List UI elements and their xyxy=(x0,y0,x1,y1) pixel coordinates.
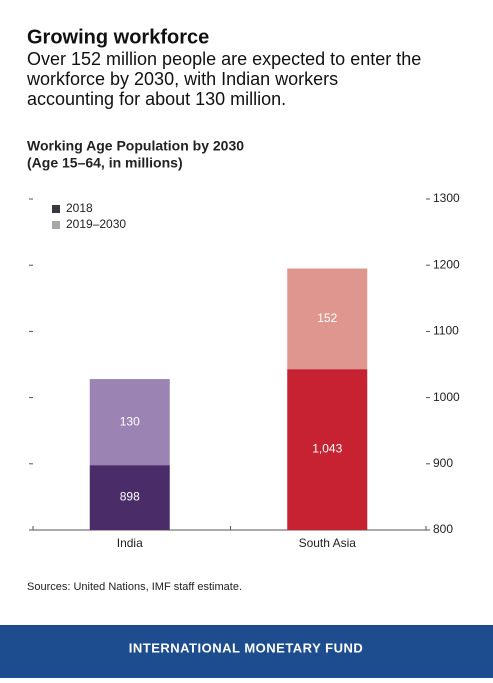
chart-subtitle: (Age 15–64, in millions) xyxy=(27,155,183,171)
data-label: 152 xyxy=(317,311,337,325)
bar-segment xyxy=(287,268,368,370)
x-tick-label: India xyxy=(117,536,143,550)
legend-label: 2019–2030 xyxy=(66,217,126,231)
bar-segment xyxy=(287,369,368,530)
legend-swatch xyxy=(52,205,60,213)
footer: INTERNATIONAL MONETARY FUND xyxy=(129,640,364,655)
y-tick-label: 1200 xyxy=(433,257,460,271)
data-label: 130 xyxy=(120,414,140,428)
legend-label: 2018 xyxy=(66,201,93,215)
header-line: workforce by 2030, with Indian workers xyxy=(26,69,338,89)
bar-segment xyxy=(89,465,170,530)
y-tick-label: 800 xyxy=(433,522,453,536)
y-tick-label: 1100 xyxy=(433,324,459,338)
data-label: 898 xyxy=(120,490,140,504)
header-line: accounting for about 130 million. xyxy=(27,89,286,109)
header-line: Over 152 million people are expected to … xyxy=(27,49,421,69)
legend-swatch xyxy=(52,221,60,229)
data-label: 1,043 xyxy=(312,442,342,456)
y-tick-label: 1000 xyxy=(433,390,460,404)
header-title: Growing workforce xyxy=(27,26,209,48)
bar-segment xyxy=(89,379,170,466)
x-tick-label: South Asia xyxy=(299,536,357,550)
chart-title: Working Age Population by 2030 xyxy=(27,138,244,154)
footer-band xyxy=(0,625,493,678)
y-tick-label: 900 xyxy=(433,456,453,470)
y-tick-label: 1300 xyxy=(433,191,460,205)
source: Sources: United Nations, IMF staff estim… xyxy=(27,581,242,593)
